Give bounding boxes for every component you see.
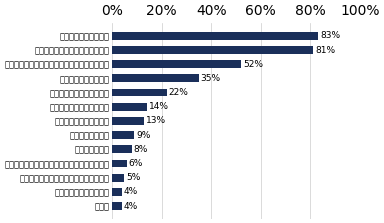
Text: 83%: 83% — [320, 31, 340, 40]
Text: 8%: 8% — [134, 145, 148, 154]
Bar — [112, 145, 132, 153]
Bar — [112, 60, 241, 68]
Bar — [112, 131, 134, 139]
Text: 81%: 81% — [315, 45, 335, 54]
Bar — [112, 89, 167, 97]
Text: 52%: 52% — [243, 60, 263, 69]
Text: 35%: 35% — [201, 74, 221, 83]
Text: 9%: 9% — [136, 131, 151, 140]
Bar — [112, 74, 199, 82]
Bar — [112, 202, 122, 210]
Text: 22%: 22% — [169, 88, 189, 97]
Text: 13%: 13% — [146, 116, 166, 125]
Text: 6%: 6% — [129, 159, 143, 168]
Bar — [112, 117, 144, 125]
Text: 5%: 5% — [126, 173, 141, 182]
Text: 4%: 4% — [124, 187, 138, 196]
Bar — [112, 103, 147, 111]
Text: 4%: 4% — [124, 202, 138, 211]
Bar — [112, 46, 313, 54]
Bar — [112, 160, 127, 167]
Bar — [112, 174, 124, 182]
Bar — [112, 32, 318, 40]
Bar — [112, 188, 122, 196]
Text: 14%: 14% — [149, 102, 169, 111]
